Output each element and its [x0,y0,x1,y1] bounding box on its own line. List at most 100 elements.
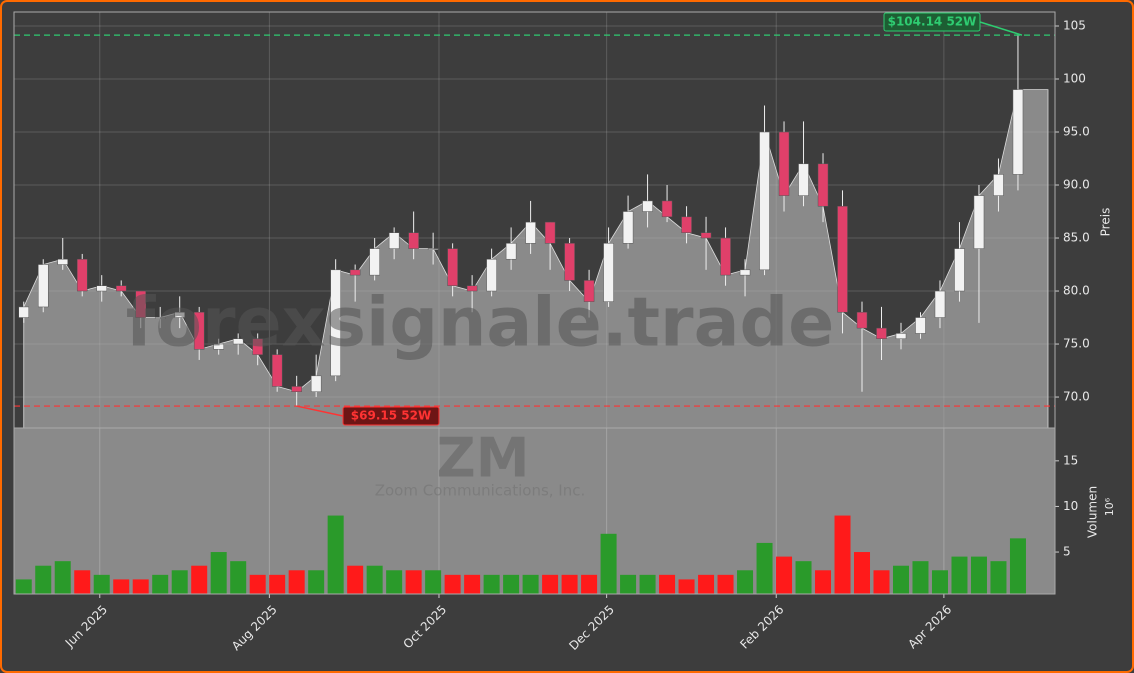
volume-bar [659,574,676,594]
candle-body [603,243,614,302]
volume-bar [347,565,364,594]
volume-y-tick-label: 5 [1063,545,1071,559]
volume-bar [425,570,442,594]
volume-y-tick-label: 15 [1063,453,1078,467]
volume-bar [74,570,91,594]
volume-bar [366,565,383,594]
extreme-label-box [342,406,440,426]
volume-bar [620,574,637,594]
y-tick-label: 90.0 [1063,178,1090,192]
volume-bar [171,570,188,594]
volume-bar [93,574,110,594]
volume-bar [230,561,247,594]
extreme-label: $69.15 52W [351,409,431,423]
volume-axis-label: Volumen [1086,486,1100,538]
volume-bar [912,561,929,594]
volume-bar [210,552,227,594]
volume-bar [15,579,32,594]
volume-bar [756,542,773,594]
candle-body [115,285,127,292]
volume-bar [854,552,871,594]
candle-body [720,237,731,276]
volume-bar [892,565,909,594]
candle-body [291,386,302,392]
candle-body [369,248,380,276]
candle-body [37,264,49,308]
volume-bar [288,570,305,594]
volume-border [13,427,1056,595]
volume-bar [795,561,812,594]
volume-bar [483,574,500,594]
volume-bar [815,570,832,594]
volume-bar [600,533,617,594]
candle-body [895,333,907,339]
volume-bar [834,515,851,594]
candle-body [193,311,205,350]
volume-bar [970,556,987,594]
volume-bar [931,570,948,594]
y-tick-label: 85.0 [1063,231,1090,245]
candle-body [135,290,146,318]
candle-body [856,311,868,329]
candle-body [18,306,29,318]
volume-bar [54,561,71,594]
y-tick-label: 80.0 [1063,284,1090,298]
volume-bar [113,579,130,594]
candle-body [798,163,809,196]
volume-y-tick-label: 10 [1063,499,1078,513]
candle-body [213,343,224,350]
extreme-arrow [296,405,344,417]
candle-body [837,205,848,313]
volume-bar [386,570,403,594]
candle-body [252,338,263,355]
volume-bar [132,579,149,594]
volume-bar [464,574,481,594]
y-axis-label: Preis [1099,208,1113,237]
candle-body [330,269,341,377]
volume-bar [1009,538,1026,594]
volume-unit: 10⁶ [1103,497,1116,516]
extreme-label-box [883,12,981,32]
candle-body [934,290,946,318]
volume-bar [561,574,578,594]
volume-bar [35,565,52,594]
y-tick-label: 70.0 [1063,390,1090,404]
candle-body [973,195,985,249]
extreme-label: $104.14 52W [888,15,977,29]
candle-body [661,200,673,218]
candle-body [388,232,400,249]
volume-bar [717,574,734,594]
volume-bar [503,574,520,594]
volume-bar [405,570,422,594]
volume-bar [249,574,266,594]
candle-body [271,354,283,387]
candle-body [408,232,419,249]
candle-body [505,243,517,260]
candle-body [310,375,322,392]
volume-bar [776,556,793,594]
candle-body [817,163,829,207]
volume-bar [152,574,169,594]
candle-body [642,200,653,212]
candle-body [447,248,458,286]
volume-bar [951,556,968,594]
candle-body [486,258,497,292]
candle-body [154,317,166,319]
volume-bar [990,561,1007,594]
symbol-watermark: ZM [437,427,530,490]
candle-body [739,269,751,276]
candle-body [954,248,965,292]
candle-body [544,221,556,244]
y-tick-label: 95.0 [1063,125,1090,139]
volume-bar [873,570,890,594]
candle-body [76,258,88,292]
candle-body [1012,89,1024,175]
company-watermark: Zoom Communications, Inc. [375,482,586,500]
candle-body [876,327,887,339]
candle-body [915,317,926,334]
volume-bar [581,574,598,594]
candle-body [232,338,244,345]
candle-body [174,311,185,318]
y-tick-label: 105 [1063,18,1086,32]
